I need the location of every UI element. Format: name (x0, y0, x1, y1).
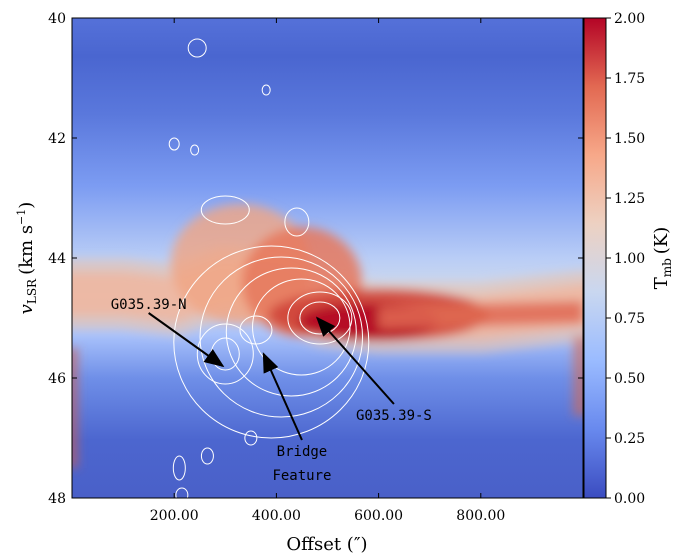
contour-line (200, 447, 214, 465)
x-axis: 200.00 400.00 600.00 800.00 (150, 18, 505, 524)
y-tick-label: 40 (48, 11, 66, 27)
colorbar-tick-label: 0.75 (614, 311, 645, 327)
y-axis: 40 42 44 46 48 (48, 11, 583, 507)
colorbar-tick-label: 1.25 (614, 191, 645, 207)
colorbar-label: Tmb(K) (651, 227, 674, 290)
contour-line (190, 144, 200, 156)
annotation-label: Bridge (277, 444, 328, 460)
heatmap (72, 18, 583, 498)
contour-line (287, 291, 353, 345)
annotation-arrow (148, 312, 225, 368)
annotation-label: G035.39-S (356, 408, 432, 424)
contour-line (172, 455, 186, 481)
annotation-label: G035.39-N (111, 297, 187, 313)
contour-line (244, 430, 258, 446)
contour-line (284, 207, 310, 237)
y-axis-label: vLSR(km s−1) (15, 202, 39, 315)
contour-line (168, 137, 180, 151)
contour-line (173, 245, 370, 439)
contour-line (187, 38, 207, 58)
y-tick-label: 42 (48, 131, 66, 147)
colorbar-tick-label: 2.00 (614, 11, 645, 27)
annotation-arrow (262, 352, 303, 441)
annotations: G035.39-N G035.39-S Bridge Feature (111, 297, 432, 484)
y-tick-label: 48 (48, 491, 66, 507)
colorbar-tick-label: 0.50 (614, 371, 645, 387)
contour-line (175, 487, 189, 498)
colorbar-tick-label: 0.25 (614, 431, 645, 447)
x-tick-label: 400.00 (252, 508, 301, 524)
annotation-arrow (315, 316, 395, 405)
colorbar-tick-label: 0.00 (614, 491, 645, 507)
x-tick-label: 200.00 (150, 508, 199, 524)
colorbar-tick-label: 1.50 (614, 131, 645, 147)
contour-overlay (168, 38, 370, 498)
annotation-label: Feature (272, 468, 331, 484)
colorbar-tick-label: 1.75 (614, 71, 645, 87)
x-axis-label: Offset (″) (286, 534, 367, 555)
y-tick-label: 44 (48, 251, 66, 267)
contour-line (239, 315, 273, 345)
x-tick-label: 600.00 (354, 508, 403, 524)
x-tick-label: 800.00 (456, 508, 505, 524)
contour-line (196, 323, 254, 385)
colorbar (583, 17, 607, 499)
contour-line (200, 195, 250, 225)
contour-line (261, 84, 271, 96)
contour-line (225, 267, 357, 397)
colorbar-tick-label: 1.00 (614, 251, 645, 267)
colorbar-axis: 0.00 0.25 0.50 0.75 1.00 1.25 1.50 1.75 2.00 (606, 11, 645, 507)
contour-line (199, 256, 364, 418)
y-tick-label: 46 (48, 371, 66, 387)
